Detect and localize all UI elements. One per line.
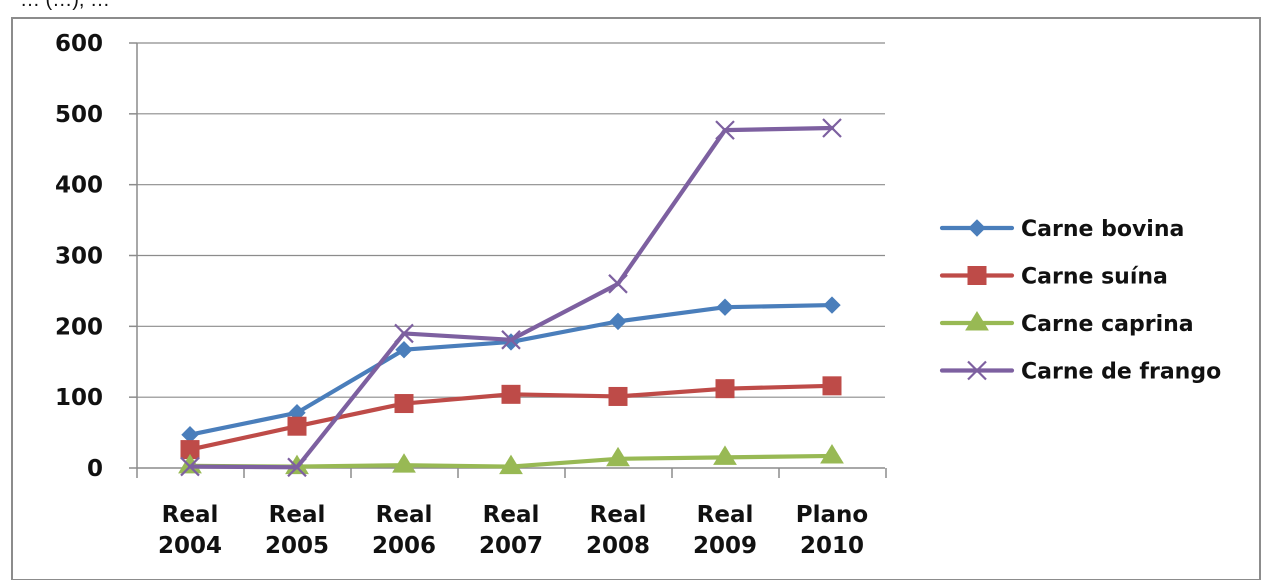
data-point-carne-bovina-2 [395,341,413,359]
x-tick-label-line: 2006 [372,533,436,559]
legend-marker-carne-bovina [968,219,986,237]
data-point-carne-de-frango-3 [501,330,521,350]
x-tick-label-6: Plano 2010 [796,502,868,559]
x-tick-label-5: Real 2009 [693,502,757,559]
x-tick-label-line: 2004 [158,533,222,559]
x-tick-labels: Real 2004 Real 2005 Real 2006 Real 2007 Real 2008… [158,502,868,559]
x-tick-label-2: Real 2006 [372,502,436,559]
data-point-carne-suina-1 [287,416,307,436]
x-tick-label-line: Real [590,502,647,528]
series-carne-de-frango [180,118,842,478]
data-point-carne-bovina-6 [823,296,841,314]
x-tick-label-3: Real 2007 [479,502,543,559]
clipped-top-text: … (…), … [20,0,1020,10]
data-point-carne-suina-2 [394,394,414,414]
data-point-carne-suina-5 [715,379,735,399]
legend-item-carne-bovina: Carne bovina [939,217,1184,242]
legend-label-carne-de-frango: Carne de frango [1021,360,1221,385]
data-point-carne-de-frango-2 [394,323,414,344]
data-point-carne-suina-4 [608,386,628,406]
legend-item-carne-de-frango: Carne de frango [939,360,1221,385]
data-point-carne-de-frango-6 [822,118,842,138]
legend-label-carne-suina: Carne suína [1021,265,1168,290]
x-tick-label-line: 2007 [479,533,543,559]
legend-marker-carne-caprina [965,311,989,331]
y-tick-label-100: 100 [55,385,103,411]
y-tick-label-500: 500 [55,102,103,128]
x-tick-label-line: Real [376,502,433,528]
legend-label-carne-bovina: Carne bovina [1021,217,1184,242]
y-tick-label-300: 300 [55,244,103,270]
data-point-carne-caprina-4 [606,446,630,467]
x-tick-label-line: 2010 [800,533,864,559]
x-tick-label-1: Real 2005 [265,502,329,559]
chart-border [11,17,1261,581]
data-point-carne-caprina-5 [713,445,737,465]
series-carne-suina [180,376,842,460]
y-tick-label-600: 600 [55,31,103,57]
x-tick-label-line: Real [483,502,540,528]
x-tick-label-line: 2008 [586,533,650,559]
data-point-carne-de-frango-1 [287,457,307,478]
data-point-carne-de-frango-5 [715,120,735,140]
x-tick-label-line: Plano [796,502,868,528]
legend-marker-carne-de-frango [967,360,987,381]
legend: Carne bovina Carne suína Carne caprina Carn… [939,217,1221,385]
y-tick-labels: 0 100 200 300 400 500 600 [55,31,103,482]
gridlines [137,42,885,398]
y-tick-label-200: 200 [55,314,103,340]
data-point-carne-caprina-6 [820,443,844,464]
legend-item-carne-caprina: Carne caprina [939,311,1194,337]
legend-item-carne-suina: Carne suína [939,265,1168,290]
x-tick-label-line: 2009 [693,533,757,559]
data-point-carne-suina-3 [501,384,521,404]
legend-marker-carne-suina [967,266,987,285]
data-point-carne-suina-6 [822,376,842,396]
y-tick-label-400: 400 [55,173,103,199]
x-tick-label-line: 2005 [265,533,329,559]
data-point-carne-de-frango-0 [180,456,200,477]
x-tick-label-line: Real [162,502,219,528]
data-point-carne-de-frango-4 [608,274,628,294]
x-tick-label-0: Real 2004 [158,502,222,559]
x-tick-label-line: Real [697,502,754,528]
legend-label-carne-caprina: Carne caprina [1021,312,1194,337]
data-point-carne-bovina-5 [716,298,734,316]
y-tick-label-0: 0 [87,456,103,482]
series-layer [178,118,844,478]
data-point-carne-caprina-3 [499,454,523,475]
x-tick-label-4: Real 2008 [586,502,650,559]
data-point-carne-caprina-2 [392,453,416,473]
x-tick-label-line: Real [269,502,326,528]
data-point-carne-bovina-4 [609,312,627,331]
